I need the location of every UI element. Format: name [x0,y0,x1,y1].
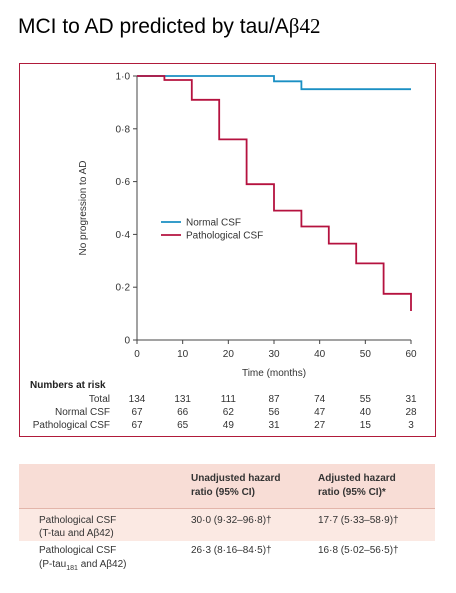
risk-value: 31 [405,394,417,405]
x-tick-label: 0 [134,349,140,360]
hazard-table-header-rule [19,508,435,509]
risk-value: 62 [223,407,235,418]
y-tick-label: 0·8 [116,124,131,135]
risk-row-label: Pathological CSF [33,420,110,431]
x-tick-label: 60 [405,349,417,360]
row2-label-line1: Pathological CSF [39,545,117,556]
risk-row-label: Total [89,394,110,405]
row1-unadjusted: 30·0 (9·32–96·8)† [191,515,272,526]
risk-value: 3 [408,420,414,431]
row2-label-line2-end: and Aβ42) [77,559,127,570]
row2-label-line2-start: (P-tau [39,559,67,570]
row2-unadjusted: 26·3 (8·16–84·5)† [191,545,272,556]
row2-adjusted: 16·8 (5·02–56·5)† [318,545,399,556]
risk-row-label: Normal CSF [55,407,110,418]
slide-title: MCI to AD predicted by tau/Aβ42 [18,14,320,39]
row1-adjusted: 17·7 (5·33–58·9)† [318,515,399,526]
hazard-table-header-band [19,464,435,508]
y-tick-label: 0·2 [116,283,131,294]
risk-value: 87 [268,394,280,405]
row2-background [19,541,435,576]
risk-value: 131 [174,394,191,405]
y-tick-label: 0 [124,336,130,347]
x-tick-label: 50 [360,349,372,360]
km-chart: 0 0·2 0·4 0·6 0·8 1·0 0 10 20 30 40 50 60 Time (month… [30,72,417,432]
risk-value: 27 [314,420,326,431]
risk-value: 49 [223,420,235,431]
risk-value: 47 [314,407,326,418]
row1-label-line1: Pathological CSF [39,515,117,526]
series-line-normal-csf [137,75,411,91]
risk-value: 67 [131,407,143,418]
unadjusted-header-line2: ratio (95% CI) [191,487,255,498]
km-figure-panel: 0 0·2 0·4 0·6 0·8 1·0 0 10 20 30 40 50 60 Time (month… [19,63,436,437]
row2-label-subscript: 181 [66,565,78,572]
x-tick-label: 10 [177,349,189,360]
slide-title-text: MCI to AD predicted by tau/A [18,15,289,38]
slide-title-beta: β42 [288,14,321,38]
risk-value: 15 [360,420,372,431]
risk-value: 28 [405,407,417,418]
risk-value: 56 [268,407,280,418]
risk-value: 111 [221,394,237,405]
row1-label-line2: (T-tau and Aβ42) [39,528,114,539]
risk-value: 65 [177,420,189,431]
risk-value: 134 [129,394,146,405]
hazard-table: Unadjusted hazard ratio (95% CI) Adjuste… [19,464,435,576]
risk-value: 31 [268,420,280,431]
legend-label: Pathological CSF [186,231,263,242]
y-axis-title: No progression to AD [78,160,89,255]
legend-label: Normal CSF [186,218,241,229]
series-line-pathological-csf [137,75,412,311]
risk-value: 55 [360,394,372,405]
numbers-at-risk-title: Numbers at risk [30,380,106,391]
risk-value: 40 [360,407,372,418]
risk-value: 67 [131,420,143,431]
adjusted-header-line2: ratio (95% CI)* [318,487,386,498]
unadjusted-header-line1: Unadjusted hazard [191,473,281,484]
x-axis-title: Time (months) [242,368,306,379]
x-tick-label: 40 [314,349,326,360]
y-tick-label: 0·6 [116,177,131,188]
risk-value: 66 [177,407,189,418]
row2-label-line2: (P-tau181 and Aβ42) [39,558,127,575]
x-tick-label: 20 [223,349,235,360]
y-tick-label: 0·4 [116,230,131,241]
x-tick-label: 30 [268,349,280,360]
y-tick-label: 1·0 [116,72,131,83]
risk-value: 74 [314,394,326,405]
adjusted-header-line1: Adjusted hazard [318,473,396,484]
